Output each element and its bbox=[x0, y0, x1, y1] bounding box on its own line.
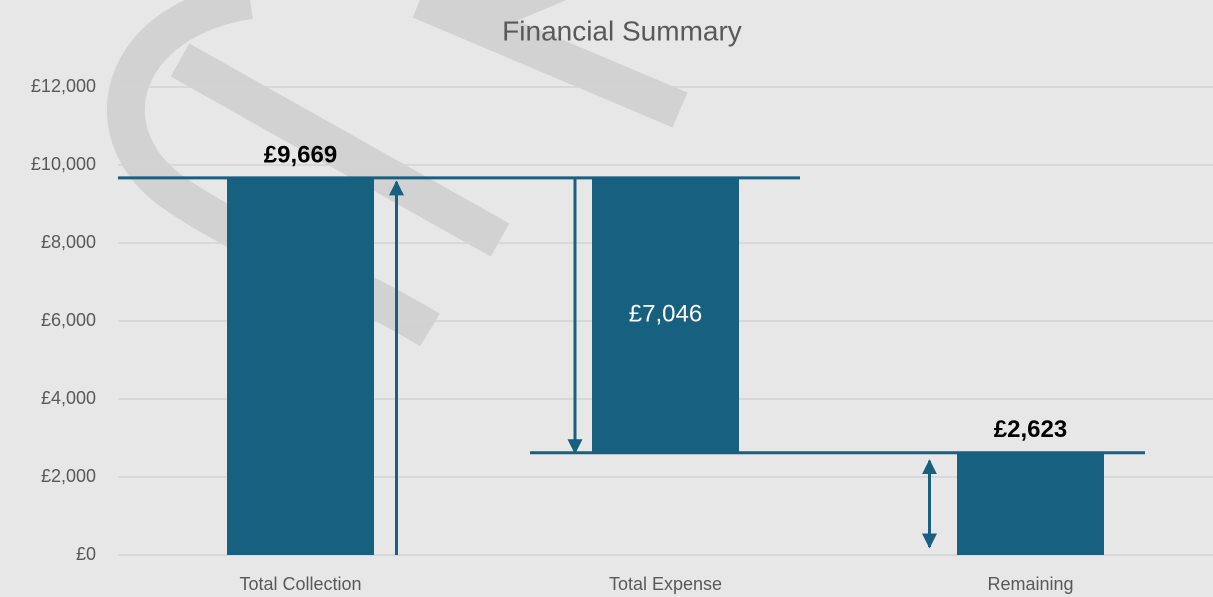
watermark-stroke bbox=[170, 43, 510, 257]
y-tick-label: £12,000 bbox=[31, 76, 96, 96]
x-tick-label: Remaining bbox=[987, 574, 1073, 594]
watermark-stroke bbox=[462, 0, 567, 38]
value-label: £2,623 bbox=[994, 416, 1067, 443]
chart-title: Financial Summary bbox=[502, 15, 742, 46]
x-tick-label: Total Expense bbox=[609, 574, 722, 594]
watermark-stroke bbox=[412, 0, 688, 128]
bar bbox=[227, 177, 374, 555]
y-tick-label: £6,000 bbox=[41, 310, 96, 330]
y-tick-label: £8,000 bbox=[41, 232, 96, 252]
y-tick-label: £4,000 bbox=[41, 388, 96, 408]
y-tick-label: £10,000 bbox=[31, 154, 96, 174]
bar bbox=[957, 452, 1104, 555]
value-label: £9,669 bbox=[264, 141, 337, 168]
value-label: £7,046 bbox=[629, 301, 702, 328]
x-tick-label: Total Collection bbox=[239, 574, 361, 594]
bar bbox=[592, 177, 739, 453]
y-tick-label: £2,000 bbox=[41, 466, 96, 486]
y-tick-label: £0 bbox=[76, 544, 96, 564]
